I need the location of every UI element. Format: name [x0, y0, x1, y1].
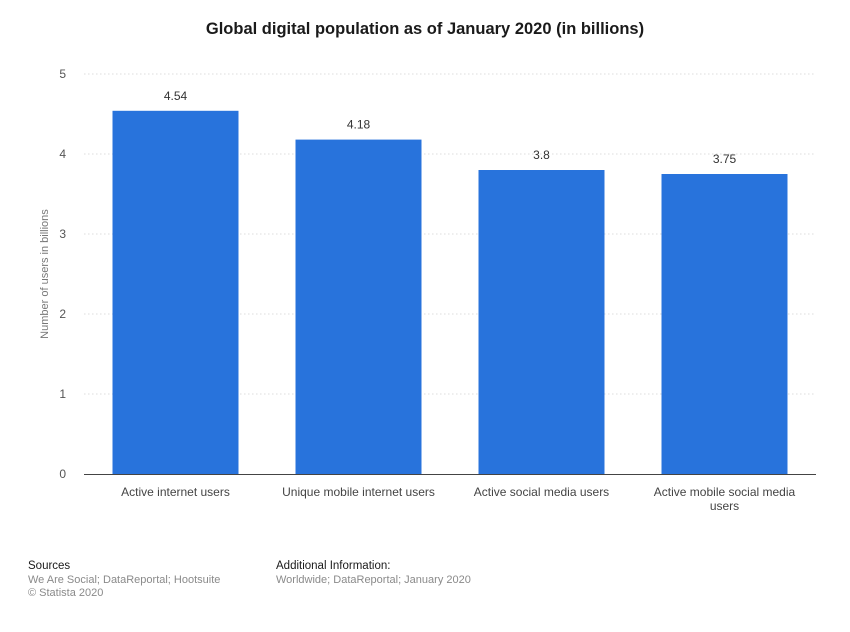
data-labels: 4.54 4.18 3.8 3.75 — [164, 89, 737, 166]
y-axis-title: Number of users in billions — [39, 209, 51, 339]
sources-line: We Are Social; DataReportal; Hootsuite — [28, 573, 221, 586]
y-tick-label: 2 — [59, 307, 66, 321]
data-label: 4.18 — [347, 118, 371, 132]
additional-info-heading: Additional Information: — [276, 560, 391, 572]
bar — [478, 170, 605, 474]
bar — [295, 139, 422, 474]
y-axis-ticks: 0 1 2 3 4 5 — [59, 67, 66, 481]
data-label: 3.8 — [533, 148, 550, 162]
additional-info-block: Additional Information: Worldwide; DataR… — [276, 560, 471, 587]
chart-title: Global digital population as of January … — [205, 20, 645, 38]
bars — [112, 110, 788, 475]
data-label: 3.75 — [713, 152, 737, 166]
copyright-line: © Statista 2020 — [28, 587, 104, 599]
y-tick-label: 3 — [59, 227, 66, 241]
bar — [112, 110, 239, 475]
sources-heading: Sources — [28, 560, 71, 572]
x-category-label: Unique mobile internet users — [282, 485, 435, 499]
y-tick-label: 0 — [59, 467, 66, 481]
y-tick-label: 5 — [59, 67, 66, 81]
x-category-label: Active social media users — [474, 485, 609, 499]
y-tick-label: 1 — [59, 387, 66, 401]
additional-info-line: Worldwide; DataReportal; January 2020 — [276, 573, 471, 586]
x-category-label: Active internet users — [121, 485, 230, 499]
x-category-label: Active mobile social media — [654, 485, 796, 499]
bar — [661, 174, 788, 474]
sources-block: Sources We Are Social; DataReportal; Hoo… — [28, 560, 220, 601]
x-category-label: users — [710, 499, 739, 513]
data-label: 4.54 — [164, 89, 188, 103]
y-tick-label: 4 — [59, 147, 66, 161]
x-axis-categories: Active internet users Unique mobile inter… — [121, 485, 795, 513]
